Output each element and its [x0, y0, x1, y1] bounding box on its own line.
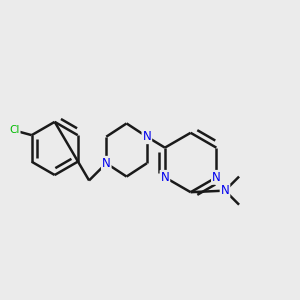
Text: N: N	[220, 184, 230, 197]
Text: N: N	[160, 171, 169, 184]
Text: Cl: Cl	[9, 125, 20, 136]
Text: N: N	[212, 171, 221, 184]
Text: N: N	[102, 157, 111, 170]
Text: N: N	[142, 130, 151, 143]
